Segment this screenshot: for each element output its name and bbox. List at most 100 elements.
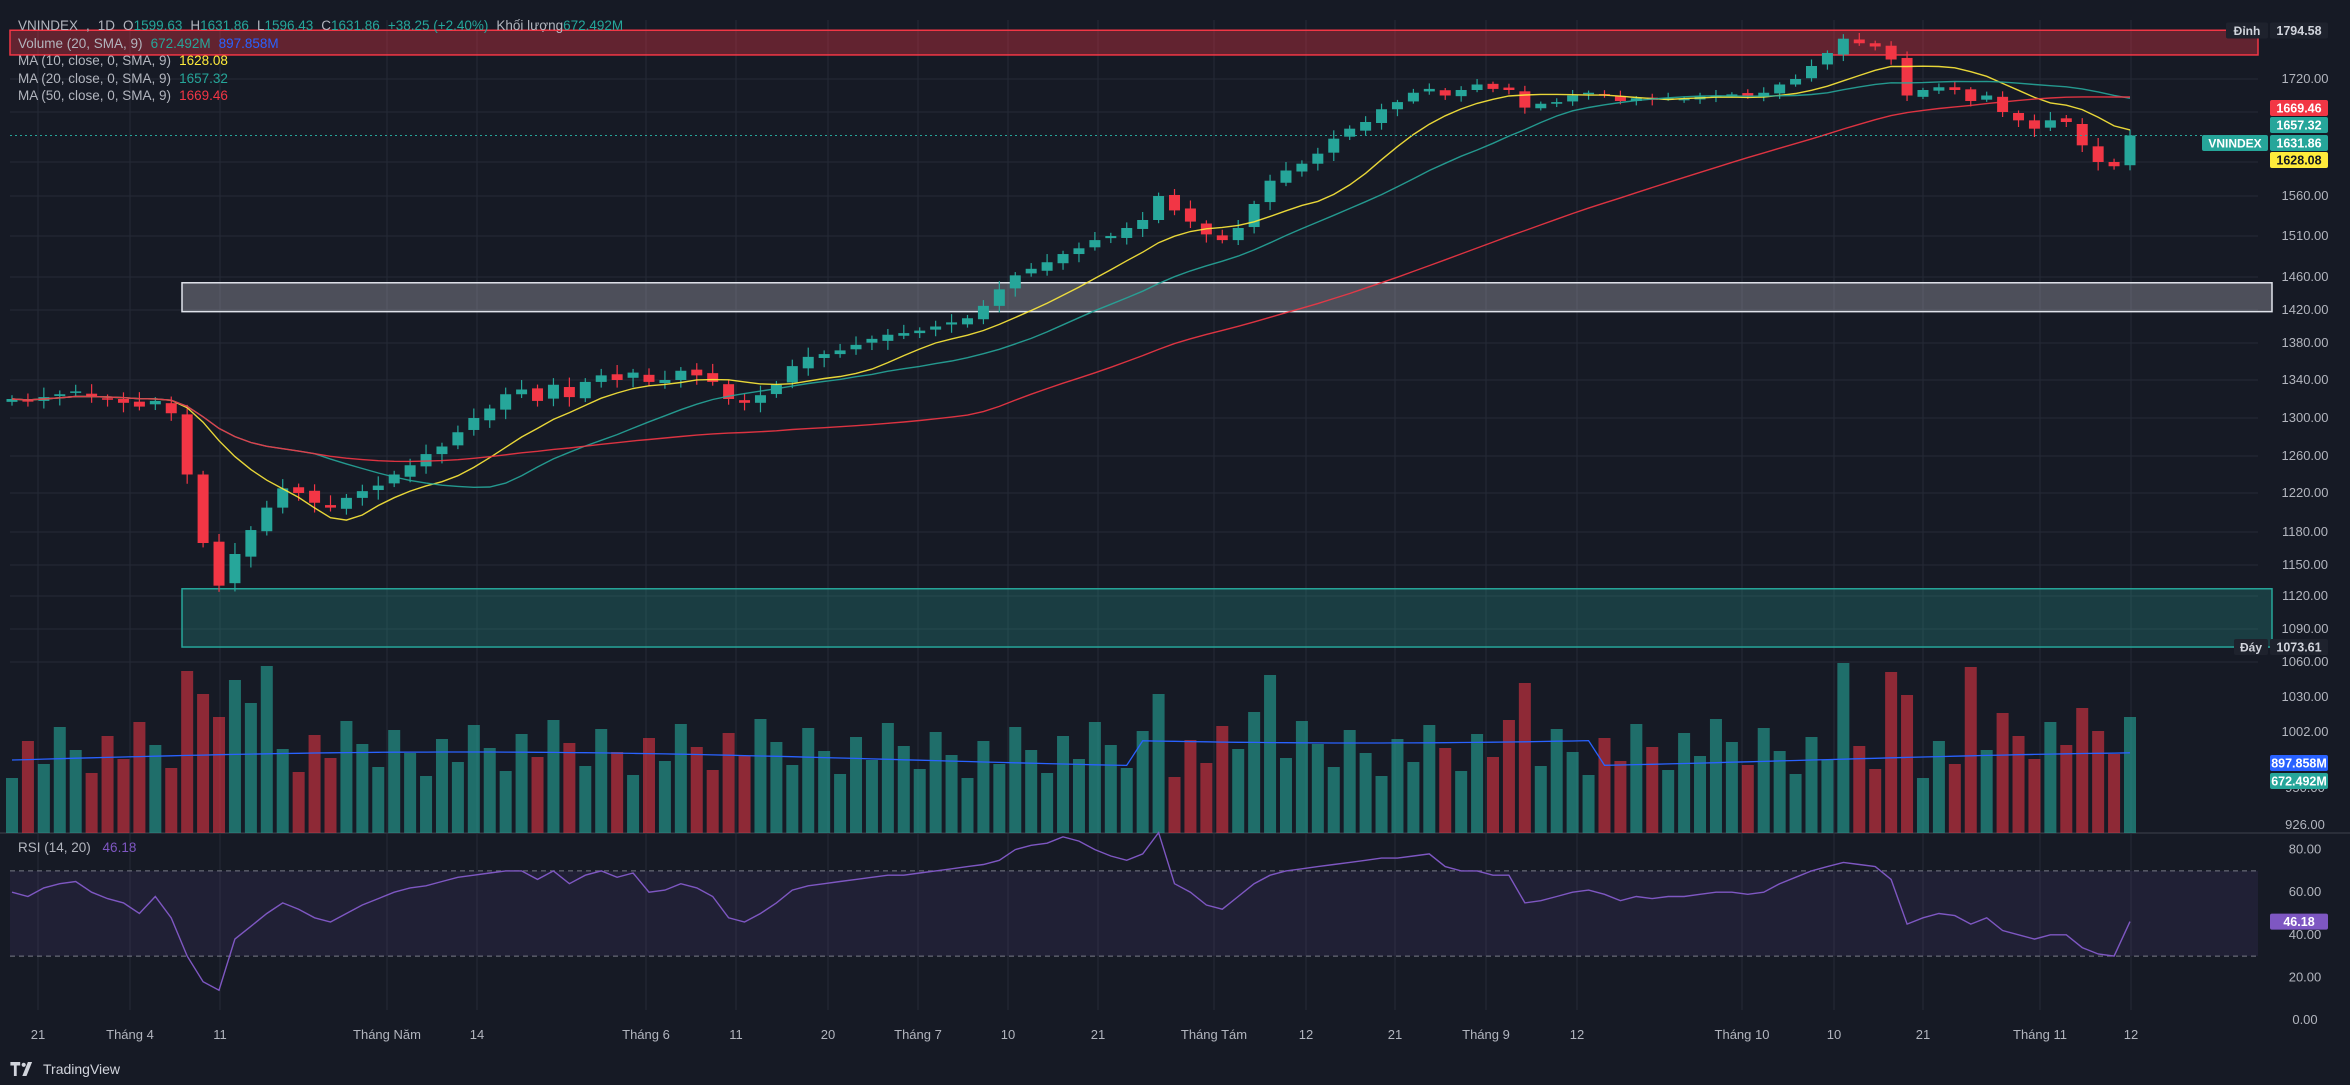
volume-bar [1869, 769, 1882, 833]
legend-symbol[interactable]: VNINDEX [18, 18, 79, 33]
candle [1328, 130, 1340, 161]
price-tick-label: 1460.00 [2282, 269, 2329, 284]
candle-body [86, 393, 98, 398]
volume-bar [1025, 750, 1038, 833]
volume-bar [579, 766, 592, 833]
candle-body [1949, 87, 1961, 90]
zone-mid-box [181, 282, 2273, 313]
candle [754, 385, 766, 413]
candle [452, 425, 464, 450]
candle-body [1073, 248, 1085, 255]
tradingview-logo-icon [10, 1062, 33, 1076]
candle [532, 384, 544, 407]
candle [1009, 272, 1021, 297]
candle-body [404, 465, 416, 477]
volume-bar [292, 772, 305, 833]
volume-bar [1041, 773, 1054, 833]
volume-bar [372, 767, 385, 833]
candle-body [197, 474, 209, 543]
legend-volume-indicator[interactable]: Volume (20, SMA, 9) 672.492M 897.858M [18, 35, 623, 53]
candle [579, 378, 591, 403]
time-axis: 21 Tháng 4 11 Tháng Năm 14 Tháng 6 11 20 Tháng 7… [31, 1027, 2138, 1042]
candle [468, 408, 480, 436]
legend-ma50-indicator[interactable]: MA (50, close, 0, SMA, 9) 1669.46 [18, 87, 623, 105]
volume-bar [1821, 760, 1834, 833]
time-tick-label: 21 [1916, 1027, 1930, 1042]
volume-bar [1168, 777, 1181, 833]
candle [324, 495, 336, 512]
candle-body [1806, 66, 1818, 79]
volume-bar [706, 770, 719, 833]
volume-bar [2124, 717, 2136, 833]
zone-bottom-support [181, 588, 2273, 648]
time-tick-label: 10 [1827, 1027, 1841, 1042]
grid-lines [10, 20, 2258, 1010]
indicator-label: MA (20, close, 0, SMA, 9) [18, 70, 172, 86]
volume-bar [1614, 761, 1627, 833]
volume-bar [85, 773, 98, 833]
rsi-tag: 46.18 [2270, 913, 2328, 930]
rsi-label: RSI (14, 20) [18, 840, 91, 855]
rsi-value: 46.18 [102, 840, 137, 855]
volume-bar [1853, 746, 1866, 833]
price-tag: 1669.46 [2270, 100, 2328, 116]
volume-bar [1120, 768, 1133, 833]
volume-bar [1152, 694, 1165, 833]
volume-bar [1343, 730, 1356, 833]
time-tick-label: 21 [1388, 1027, 1402, 1042]
volume-tag-bg [2270, 773, 2328, 789]
volume-bar [1709, 719, 1722, 833]
legend-ohlc-l-key: L [256, 18, 265, 33]
candle [1837, 34, 1849, 62]
volume-bar [1837, 663, 1850, 833]
candle [1853, 32, 1865, 46]
volume-bar [1088, 722, 1101, 833]
candle-body [1360, 122, 1372, 131]
volume-bar [1487, 757, 1500, 833]
candle [181, 404, 193, 484]
volume-bar [197, 694, 210, 833]
candle-body [1981, 95, 1993, 100]
candle [1407, 88, 1419, 104]
candle-body [659, 380, 671, 384]
candle-body [2124, 135, 2136, 166]
candle-body [850, 344, 862, 350]
price-tag-value: 1669.46 [2276, 102, 2321, 116]
time-tick-label: 11 [213, 1027, 227, 1042]
volume-bar [276, 749, 289, 833]
volume-bar [1072, 759, 1085, 833]
price-tag-value: 1628.08 [2276, 154, 2321, 168]
time-tick-label: 10 [1001, 1027, 1015, 1042]
volume-bar [1311, 744, 1324, 833]
volume-bar [1232, 749, 1245, 833]
volume-bar [435, 739, 448, 833]
volume-bar [611, 752, 624, 833]
candle-body [946, 322, 958, 325]
volume-bar [420, 776, 433, 833]
tradingview-footer[interactable]: TradingView [10, 1061, 120, 1077]
legend-ma10-indicator[interactable]: MA (10, close, 0, SMA, 9) 1628.08 [18, 52, 623, 70]
candle-body [213, 541, 225, 586]
volume-bar [802, 728, 815, 833]
volume-bar [213, 717, 226, 833]
legend-main-row: VNINDEX , 1D O 1599.63 H 1631.86 L 1596.43 … [18, 18, 624, 33]
volume-bar [308, 735, 321, 833]
volume-bar [1455, 771, 1468, 833]
legend-ma20-indicator[interactable]: MA (20, close, 0, SMA, 9) 1657.32 [18, 70, 623, 88]
volume-tag-value: 672.492M [2271, 775, 2327, 789]
time-tick-label: 14 [470, 1027, 484, 1042]
rsi-legend[interactable]: RSI (14, 20) 46.18 [18, 840, 136, 855]
price-tag-bg [2270, 639, 2328, 656]
ma50-line [11, 96, 2130, 463]
candle-body [484, 408, 496, 421]
candle-body [1885, 45, 1897, 60]
candle-body [754, 395, 766, 403]
candle [723, 380, 735, 405]
candle-body [54, 394, 66, 396]
price-tick-label: 1560.00 [2282, 188, 2329, 203]
volume-tag: 672.492M [2270, 773, 2328, 789]
volume-bar [1264, 675, 1277, 833]
volume-bar [467, 725, 480, 833]
candle-body [579, 381, 591, 399]
